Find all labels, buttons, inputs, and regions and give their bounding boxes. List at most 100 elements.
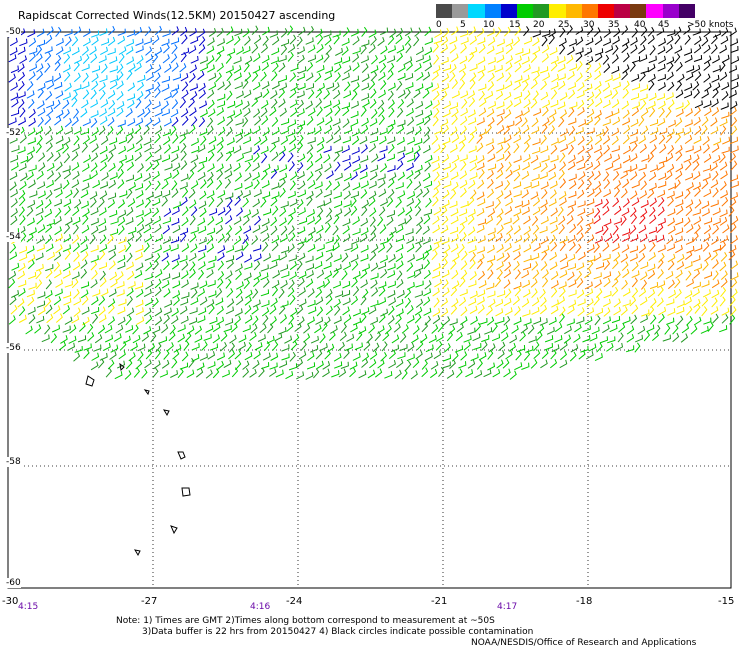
wind-barb bbox=[64, 249, 71, 260]
wind-barb bbox=[381, 341, 388, 352]
wind-barb bbox=[692, 161, 700, 171]
wind-barb bbox=[675, 269, 683, 279]
wind-barb bbox=[118, 136, 128, 145]
wind-barb bbox=[45, 268, 53, 279]
wind-barb bbox=[170, 236, 180, 244]
wind-barb bbox=[575, 270, 583, 281]
wind-barb bbox=[297, 153, 306, 163]
wind-barb bbox=[242, 368, 250, 378]
wind-barb bbox=[274, 333, 283, 342]
wind-barb bbox=[397, 207, 405, 217]
wind-barb bbox=[575, 36, 584, 46]
wind-barb bbox=[382, 331, 390, 342]
wind-barb bbox=[352, 163, 361, 172]
wind-barb bbox=[540, 205, 548, 215]
wind-barb bbox=[612, 170, 620, 181]
wind-barb bbox=[303, 324, 311, 334]
wind-barb bbox=[35, 126, 44, 136]
wind-barb bbox=[335, 47, 343, 56]
wind-barb bbox=[53, 152, 61, 162]
wind-barb bbox=[11, 262, 20, 271]
wind-barb bbox=[180, 108, 189, 118]
wind-barb bbox=[701, 89, 709, 99]
wind-barb bbox=[305, 72, 314, 82]
wind-barb bbox=[423, 296, 431, 306]
wind-barb bbox=[126, 56, 135, 65]
wind-barb bbox=[197, 28, 206, 38]
wind-barb bbox=[333, 125, 341, 135]
wind-barb bbox=[153, 154, 162, 163]
wind-barb bbox=[441, 199, 450, 208]
wind-barb bbox=[596, 342, 603, 353]
wind-barb bbox=[334, 305, 341, 316]
wind-barb bbox=[47, 251, 55, 261]
wind-barb bbox=[433, 180, 441, 190]
wind-barb bbox=[280, 300, 289, 308]
wind-barb bbox=[343, 90, 352, 99]
wind-barb bbox=[703, 233, 711, 243]
wind-barb bbox=[297, 46, 305, 55]
wind-barb bbox=[359, 171, 368, 180]
wind-barb bbox=[424, 110, 433, 119]
wind-barb bbox=[396, 270, 403, 281]
wind-barb bbox=[269, 142, 277, 153]
island bbox=[85, 375, 95, 387]
wind-barb bbox=[668, 182, 677, 191]
wind-barb bbox=[621, 279, 628, 290]
wind-barb bbox=[180, 150, 187, 161]
wind-barb bbox=[729, 136, 739, 145]
wind-barb bbox=[261, 81, 270, 90]
wind-barb bbox=[126, 307, 135, 317]
wind-barb bbox=[577, 307, 585, 317]
wind-barb bbox=[269, 362, 278, 370]
wind-barb bbox=[626, 325, 635, 335]
lat-label: -56 bbox=[6, 343, 21, 353]
wind-barb bbox=[333, 316, 342, 324]
wind-barb bbox=[18, 81, 25, 91]
wind-barb bbox=[594, 62, 602, 73]
wind-barb bbox=[245, 342, 252, 353]
wind-barb bbox=[577, 145, 585, 155]
wind-barb bbox=[126, 188, 133, 199]
wind-barb bbox=[604, 90, 613, 99]
wind-barb bbox=[297, 226, 306, 235]
wind-barb bbox=[495, 308, 504, 317]
wind-barb bbox=[505, 350, 513, 360]
wind-barb bbox=[108, 162, 116, 172]
wind-barb bbox=[314, 125, 322, 135]
wind-barb bbox=[677, 73, 685, 83]
wind-barb bbox=[91, 127, 99, 137]
wind-barb bbox=[703, 61, 711, 71]
wind-barb bbox=[118, 209, 127, 218]
wind-barb bbox=[19, 215, 26, 226]
wind-barb bbox=[126, 287, 134, 297]
wind-barb bbox=[37, 224, 46, 234]
wind-barb bbox=[519, 331, 526, 342]
wind-barb bbox=[486, 170, 494, 180]
wind-barb bbox=[575, 155, 584, 164]
wind-barb bbox=[367, 369, 376, 379]
wind-barb bbox=[207, 351, 216, 360]
wind-barb bbox=[334, 361, 343, 369]
wind-barb bbox=[170, 370, 179, 378]
wind-barb bbox=[216, 197, 224, 208]
wind-barb bbox=[415, 206, 422, 217]
wind-barb bbox=[126, 233, 135, 243]
wind-barb bbox=[613, 163, 622, 171]
wind-barb bbox=[406, 243, 415, 253]
wind-barb bbox=[125, 155, 134, 163]
wind-barb bbox=[316, 244, 325, 252]
wind-barb bbox=[45, 264, 54, 272]
wind-barb bbox=[513, 282, 522, 290]
wind-barb bbox=[117, 199, 126, 209]
wind-barb bbox=[28, 117, 36, 127]
wind-barb bbox=[604, 74, 613, 83]
wind-barb bbox=[711, 236, 719, 245]
wind-barb bbox=[289, 294, 296, 306]
wind-barb bbox=[702, 136, 710, 146]
wind-barb bbox=[244, 351, 253, 361]
wind-barb bbox=[191, 146, 200, 154]
wind-barb bbox=[154, 234, 163, 243]
wind-barb bbox=[370, 35, 377, 46]
wind-barb bbox=[244, 254, 252, 263]
